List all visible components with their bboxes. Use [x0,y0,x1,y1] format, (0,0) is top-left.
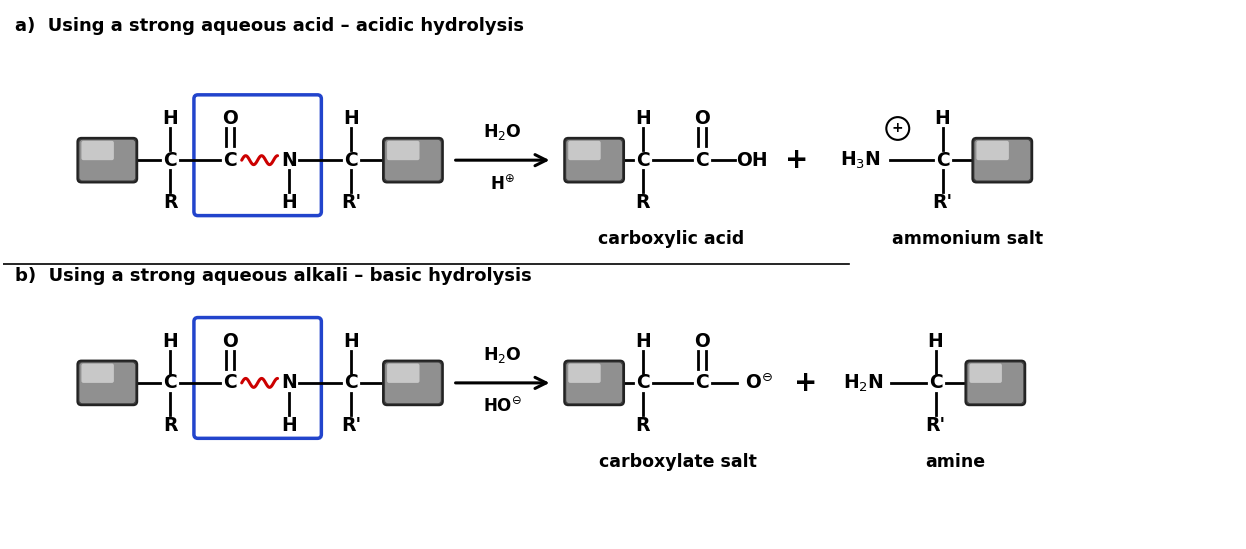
Text: OH: OH [736,150,769,170]
Text: H: H [934,109,951,128]
Text: C: C [344,373,358,393]
Text: H: H [162,332,178,351]
FancyBboxPatch shape [383,361,442,405]
Text: O: O [222,109,238,128]
FancyBboxPatch shape [967,362,1023,403]
FancyBboxPatch shape [972,138,1032,182]
Text: C: C [163,373,177,393]
Text: H$^{\oplus}$: H$^{\oplus}$ [490,175,515,194]
Text: R: R [635,193,650,212]
Text: +: + [795,369,817,397]
Text: C: C [163,150,177,170]
Text: C: C [635,373,649,393]
FancyBboxPatch shape [388,141,420,160]
FancyBboxPatch shape [568,141,601,160]
Text: R': R' [341,193,361,212]
Text: C: C [928,373,942,393]
Text: b)  Using a strong aqueous alkali – basic hydrolysis: b) Using a strong aqueous alkali – basic… [15,267,532,285]
Text: C: C [936,150,949,170]
Text: C: C [635,150,649,170]
Text: a)  Using a strong aqueous acid – acidic hydrolysis: a) Using a strong aqueous acid – acidic … [15,16,523,35]
FancyBboxPatch shape [977,141,1009,160]
Text: H: H [635,332,650,351]
Text: C: C [695,150,709,170]
Text: N: N [282,150,298,170]
Text: amine: amine [926,453,986,471]
Text: O$^{\ominus}$: O$^{\ominus}$ [745,372,774,393]
FancyBboxPatch shape [385,140,441,181]
Text: C: C [223,150,237,170]
Text: R': R' [341,416,361,435]
Text: R': R' [926,416,946,435]
Text: H$_2$N: H$_2$N [842,372,883,394]
Text: C: C [344,150,358,170]
Text: +: + [892,121,903,136]
Text: H$_3$N: H$_3$N [840,149,881,171]
Text: O: O [694,332,709,351]
FancyBboxPatch shape [564,138,624,182]
Text: R: R [163,416,177,435]
FancyBboxPatch shape [383,138,442,182]
FancyBboxPatch shape [385,362,441,403]
Text: O: O [222,332,238,351]
Text: H: H [282,193,298,212]
Text: N: N [282,373,298,393]
Text: ammonium salt: ammonium salt [892,231,1043,248]
FancyBboxPatch shape [80,140,135,181]
FancyBboxPatch shape [81,141,113,160]
Text: R: R [163,193,177,212]
Text: R': R' [932,193,953,212]
Text: H$_2$O: H$_2$O [483,345,522,365]
Text: H: H [635,109,650,128]
FancyBboxPatch shape [80,362,135,403]
Text: C: C [223,373,237,393]
Text: H: H [162,109,178,128]
Text: O: O [694,109,709,128]
Text: R: R [635,416,650,435]
FancyBboxPatch shape [969,363,1002,383]
FancyBboxPatch shape [388,363,420,383]
Text: HO$^{\ominus}$: HO$^{\ominus}$ [483,398,522,417]
Text: H: H [344,332,359,351]
Text: H: H [344,109,359,128]
FancyBboxPatch shape [77,138,137,182]
Text: carboxylate salt: carboxylate salt [599,453,756,471]
FancyBboxPatch shape [568,363,601,383]
Text: +: + [785,146,807,174]
FancyBboxPatch shape [566,362,622,403]
FancyBboxPatch shape [966,361,1025,405]
FancyBboxPatch shape [81,363,113,383]
FancyBboxPatch shape [974,140,1030,181]
FancyBboxPatch shape [566,140,622,181]
Text: H$_2$O: H$_2$O [483,122,522,142]
FancyBboxPatch shape [77,361,137,405]
Text: carboxylic acid: carboxylic acid [598,231,744,248]
Text: C: C [695,373,709,393]
Text: H: H [282,416,298,435]
Text: H: H [928,332,943,351]
FancyBboxPatch shape [564,361,624,405]
